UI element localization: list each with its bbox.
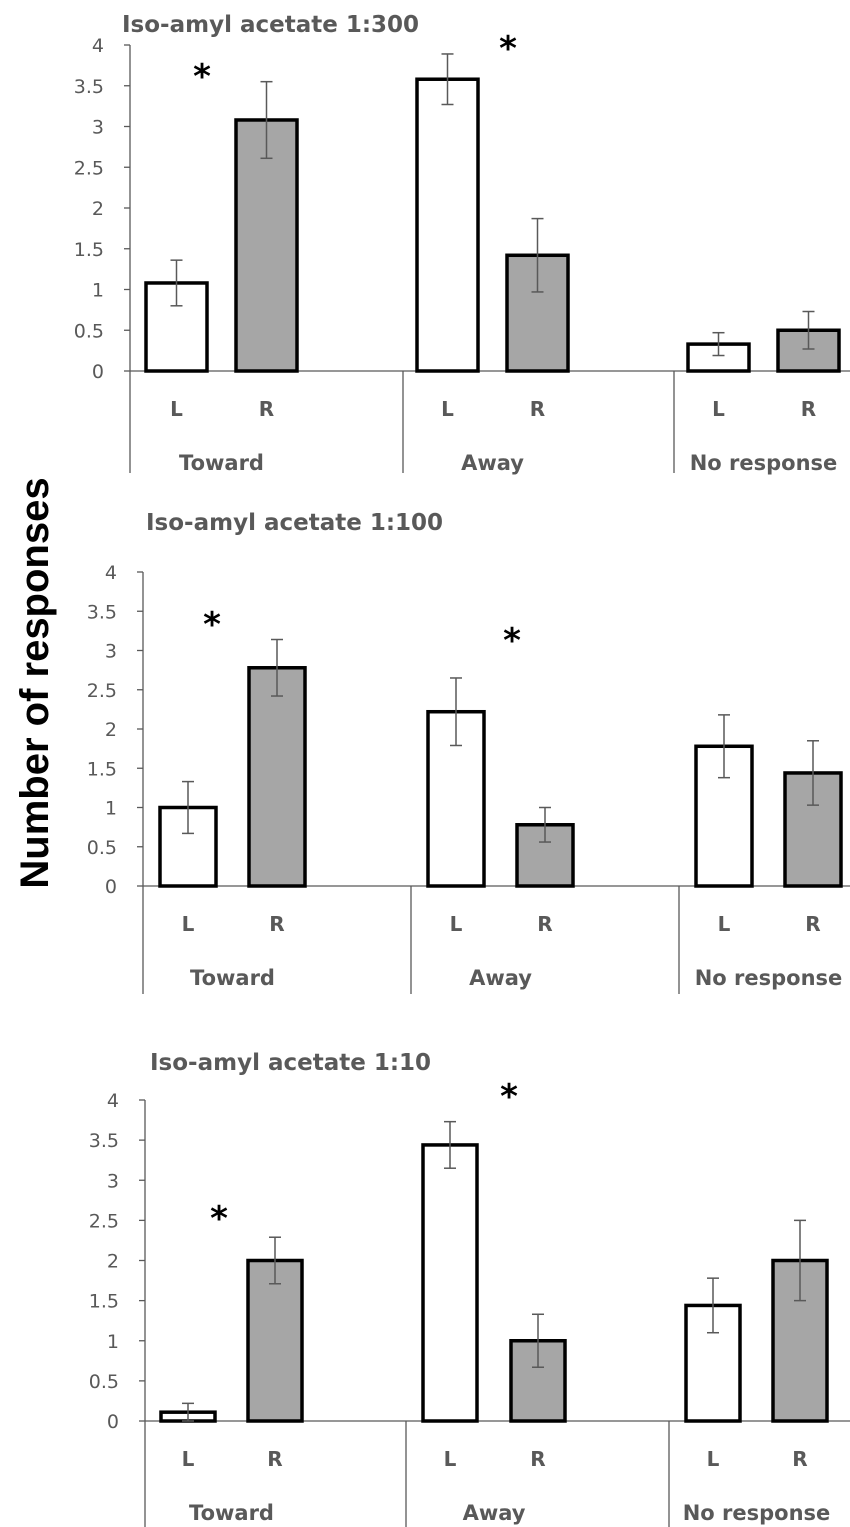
error-bar (269, 1236, 281, 1285)
bar-away-L (415, 77, 480, 373)
x-category-label: L (441, 397, 454, 421)
y-tick-label: 0 (107, 1411, 119, 1433)
bar-toward-R (246, 1258, 304, 1423)
significance-star: * (499, 29, 517, 69)
significance-star: * (210, 1199, 228, 1239)
error-bar (182, 780, 194, 835)
error-bar (444, 1120, 456, 1169)
significance-star: * (203, 605, 221, 645)
x-category-label: R (537, 912, 552, 936)
x-category-label: R (792, 1447, 807, 1471)
y-tick-label: 3 (105, 641, 117, 663)
y-tick-label: 3.5 (87, 601, 117, 623)
y-tick-label: 0.5 (89, 1371, 119, 1393)
y-tick-label: 2 (107, 1251, 119, 1273)
chart-panel-1: Iso-amyl acetate 1:300 0 0.5 1 1.5 2 2.5 3 3.5 4 L… (74, 12, 850, 475)
x-group-label: No response (695, 966, 843, 990)
x-group-label: No response (683, 1501, 831, 1525)
x-category-label: R (267, 1447, 282, 1471)
y-tick-label: 3.5 (89, 1130, 119, 1152)
error-bar (182, 1402, 194, 1422)
y-tick-label: 2.5 (74, 157, 104, 179)
x-category-label: L (712, 397, 725, 421)
error-bar (707, 1277, 719, 1334)
y-tick-label: 2.5 (89, 1210, 119, 1232)
x-group-label: Toward (179, 451, 264, 475)
error-bar (271, 638, 283, 697)
significance-star: * (503, 621, 521, 661)
x-group-label: Toward (189, 1501, 274, 1525)
error-bar (807, 740, 819, 806)
x-category-label: L (450, 912, 463, 936)
y-tick-label: 4 (105, 562, 117, 584)
y-tick-label: 0 (105, 876, 117, 898)
x-group-label: Toward (190, 966, 275, 990)
y-tick-label: 3.5 (74, 76, 104, 98)
x-category-label: R (269, 912, 284, 936)
x-group-label: Away (469, 966, 532, 990)
error-bar (260, 80, 273, 160)
error-bar (794, 1219, 806, 1302)
error-bar (802, 310, 815, 350)
y-tick-label: 1 (105, 798, 117, 820)
y-tick-label: 0.5 (74, 320, 104, 342)
y-tick-label: 4 (92, 35, 104, 57)
y-tick-label: 3 (107, 1170, 119, 1192)
y-axis-label: Number of responses (13, 477, 57, 888)
error-bar (718, 714, 730, 779)
bar-toward-R (247, 666, 307, 888)
x-category-label: L (182, 912, 195, 936)
x-category-label: R (259, 397, 274, 421)
y-tick-label: 0.5 (87, 837, 117, 859)
y-tick-label: 0 (92, 361, 104, 383)
bar-away-L (421, 1143, 479, 1423)
x-category-label: L (170, 397, 183, 421)
error-bar (531, 217, 544, 293)
x-category-label: L (718, 912, 731, 936)
y-tick-label: 1.5 (87, 758, 117, 780)
error-bar (441, 53, 454, 106)
x-category-label: L (444, 1447, 457, 1471)
x-group-label: Away (461, 451, 524, 475)
chart-title: Iso-amyl acetate 1:10 (150, 1050, 431, 1076)
chart-panel-3: Iso-amyl acetate 1:10 0 0.5 1 1.5 2 2.5 3 3.5 4 L R… (89, 1050, 850, 1527)
y-tick-label: 2 (92, 198, 104, 220)
bar-toward-L (144, 281, 209, 373)
x-group-label: No response (690, 451, 838, 475)
y-tick-label: 1.5 (74, 239, 104, 261)
error-bar (170, 259, 183, 307)
y-tick-label: 4 (107, 1090, 119, 1112)
x-group-label: Away (463, 1501, 526, 1525)
bar-away-R (505, 253, 570, 373)
y-tick-label: 2 (105, 719, 117, 741)
x-category-label: L (707, 1447, 720, 1471)
y-tick-label: 3 (92, 117, 104, 139)
chart-title: Iso-amyl acetate 1:100 (146, 510, 443, 536)
x-category-label: R (805, 912, 820, 936)
error-bar (532, 1313, 544, 1368)
x-category-label: R (530, 1447, 545, 1471)
significance-star: * (193, 57, 211, 97)
y-tick-label: 1 (107, 1331, 119, 1353)
y-tick-label: 1 (92, 280, 104, 302)
x-category-label: R (801, 397, 816, 421)
y-tick-label: 1.5 (89, 1291, 119, 1313)
charts: Iso-amyl acetate 1:300 0 0.5 1 1.5 2 2.5 3 3.5 4 L… (74, 12, 850, 1527)
chart-panel-2: Iso-amyl acetate 1:100 0 0.5 1 1.5 2 2.5 3 3.5 4 L… (87, 510, 850, 994)
y-tick-label: 2.5 (87, 680, 117, 702)
error-bar (712, 331, 725, 357)
x-category-label: L (182, 1447, 195, 1471)
chart-title: Iso-amyl acetate 1:300 (122, 12, 419, 38)
error-bar (450, 677, 462, 747)
significance-star: * (500, 1077, 518, 1117)
x-category-label: R (530, 397, 545, 421)
error-bar (539, 806, 551, 843)
